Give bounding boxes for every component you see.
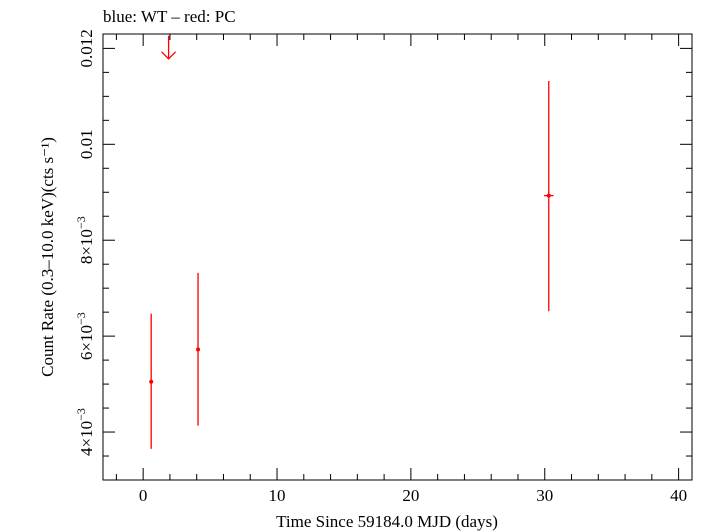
x-tick-label: 20 <box>402 486 419 505</box>
chart-title: blue: WT – red: PC <box>103 7 236 26</box>
data-point <box>196 347 201 352</box>
x-tick-label: 30 <box>536 486 553 505</box>
data-marks <box>149 35 554 449</box>
y-tick-label: 6×10−3 <box>74 312 96 360</box>
x-tick-label: 10 <box>269 486 286 505</box>
x-tick-label: 40 <box>670 486 687 505</box>
x-tick-label: 0 <box>139 486 148 505</box>
y-tick-label: 0.012 <box>77 29 96 67</box>
y-tick-label: 0.01 <box>77 129 96 159</box>
data-point <box>546 193 551 198</box>
y-axis-label: Count Rate (0.3–10.0 keV)(cts s⁻¹) <box>38 137 57 377</box>
axes: 0 10 20 30 40 4×10−3 6×10−3 8×10−3 0.01 0.012 <box>74 29 692 505</box>
data-point <box>149 379 154 384</box>
y-tick-label: 8×10−3 <box>74 216 96 264</box>
y-tick-label: 4×10−3 <box>74 408 96 456</box>
x-axis-label: Time Since 59184.0 MJD (days) <box>276 512 498 531</box>
plot-frame <box>102 33 693 481</box>
upper-limit-arrowhead <box>161 51 177 60</box>
